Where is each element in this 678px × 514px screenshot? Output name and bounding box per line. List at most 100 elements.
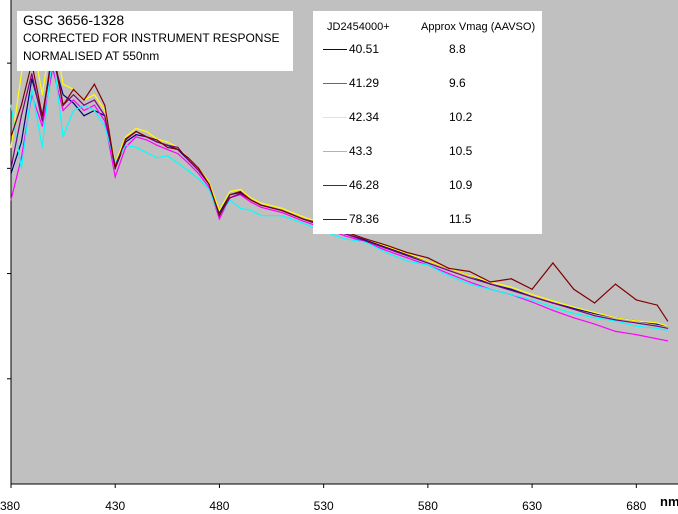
series-3-point-39 (573, 312, 575, 315)
legend-swatch-5 (323, 219, 347, 220)
series-1-point-12 (135, 136, 137, 138)
series-3-point-21 (229, 199, 231, 201)
series-3-point-30 (385, 251, 387, 254)
series-3-point-0 (10, 104, 12, 106)
series-5-point-16 (177, 148, 179, 150)
series-2-point-23 (250, 197, 252, 199)
series-0-point-1 (20, 141, 22, 143)
series-2-point-15 (166, 141, 168, 143)
series-1-point-42 (635, 334, 637, 336)
series-4-point-38 (552, 302, 554, 304)
series-1-point-15 (166, 148, 168, 150)
series-1-point-19 (208, 186, 210, 188)
series-5-point-3 (41, 115, 43, 117)
series-3-point-41 (614, 320, 617, 322)
series-4-point-33 (448, 269, 450, 271)
series-2-point-3 (41, 94, 43, 96)
series-4-point-39 (573, 308, 575, 310)
series-1-point-23 (250, 201, 252, 203)
series-3-point-35 (489, 288, 491, 290)
series-5-point-23 (250, 199, 252, 201)
series-3-point-26 (302, 222, 304, 224)
series-4-point-7 (83, 104, 85, 106)
legend-swatch-1 (323, 83, 347, 84)
series-3-point-1 (20, 167, 22, 169)
series-4-point-15 (166, 144, 168, 146)
legend-row-0: 40.51 8.8 (313, 41, 542, 61)
series-3-point-31 (406, 260, 408, 262)
series-5-point-31 (406, 251, 408, 254)
series-5-point-8 (93, 83, 95, 85)
series-5-point-35 (489, 281, 491, 283)
series-5-point-7 (83, 99, 85, 101)
series-3-point-2 (31, 88, 33, 90)
series-2-point-44 (667, 325, 669, 327)
series-1-point-6 (72, 99, 75, 101)
series-2-point-26 (302, 216, 304, 218)
series-2-point-31 (406, 253, 408, 255)
series-2-point-25 (281, 207, 283, 209)
series-0-point-6 (72, 102, 75, 104)
series-5-point-10 (114, 167, 116, 169)
series-5-point-14 (156, 139, 158, 141)
series-3-point-37 (531, 299, 533, 301)
series-3-point-25 (281, 215, 283, 217)
legend-row-2: 42.34 10.2 (313, 109, 542, 129)
series-5-point-5 (62, 104, 64, 106)
series-4-point-16 (177, 146, 179, 148)
series-5-point-11 (125, 138, 127, 140)
series-5-point-13 (145, 136, 148, 138)
series-5-point-37 (531, 288, 533, 290)
series-1-point-18 (198, 173, 200, 175)
series-5-point-17 (187, 157, 189, 159)
series-3-point-38 (552, 306, 554, 308)
series-4-point-21 (229, 197, 231, 199)
series-4-point-30 (385, 247, 387, 249)
series-1-point-13 (145, 139, 148, 141)
series-5-point-25 (281, 209, 283, 211)
series-5-point-34 (469, 270, 471, 273)
series-2-point-40 (594, 311, 596, 314)
series-0-point-0 (10, 173, 12, 175)
series-1-point-44 (667, 340, 669, 342)
series-3-point-12 (135, 146, 137, 148)
series-5-point-20 (218, 215, 220, 217)
series-3-point-5 (62, 136, 64, 138)
series-3-point-16 (177, 162, 179, 164)
series-1-point-34 (469, 281, 471, 283)
series-0-point-12 (135, 134, 137, 136)
chart-subtitle-2: NORMALISED AT 550nm (23, 49, 160, 63)
series-5-point-1 (20, 104, 22, 106)
legend-jd-3: 43.3 (349, 144, 373, 158)
series-3-point-15 (166, 155, 168, 157)
series-2-point-20 (218, 209, 220, 211)
series-5-point-33 (448, 267, 450, 269)
series-2-point-12 (135, 127, 137, 129)
series-5-point-12 (135, 130, 137, 133)
legend-vmag-1: 9.6 (449, 76, 466, 90)
legend-row-5: 78.36 11.5 (313, 211, 542, 231)
series-4-point-42 (635, 322, 637, 324)
series-5-point-24 (260, 204, 262, 206)
legend-header-jd: JD2454000+ (327, 21, 390, 33)
series-0-point-5 (62, 94, 64, 96)
series-1-point-25 (281, 211, 283, 214)
series-1-point-33 (448, 273, 450, 275)
series-5-point-15 (166, 146, 168, 148)
series-4-point-40 (594, 315, 596, 317)
series-5-point-42 (635, 299, 637, 301)
series-4-point-35 (489, 283, 491, 285)
series-5-point-18 (198, 167, 200, 169)
series-5-point-40 (594, 302, 596, 304)
series-0-point-2 (31, 78, 33, 80)
legend-row-1: 41.29 9.6 (313, 75, 542, 95)
series-3-point-28 (343, 238, 346, 240)
series-5-point-39 (573, 288, 575, 290)
x-tick-label-1: 430 (105, 499, 125, 513)
series-2-point-32 (427, 260, 429, 262)
series-4-point-22 (239, 193, 241, 195)
series-3-point-13 (145, 152, 148, 154)
legend-row-3: 43.3 10.5 (313, 143, 542, 163)
series-4-point-44 (667, 327, 669, 329)
series-2-point-1 (20, 73, 22, 75)
